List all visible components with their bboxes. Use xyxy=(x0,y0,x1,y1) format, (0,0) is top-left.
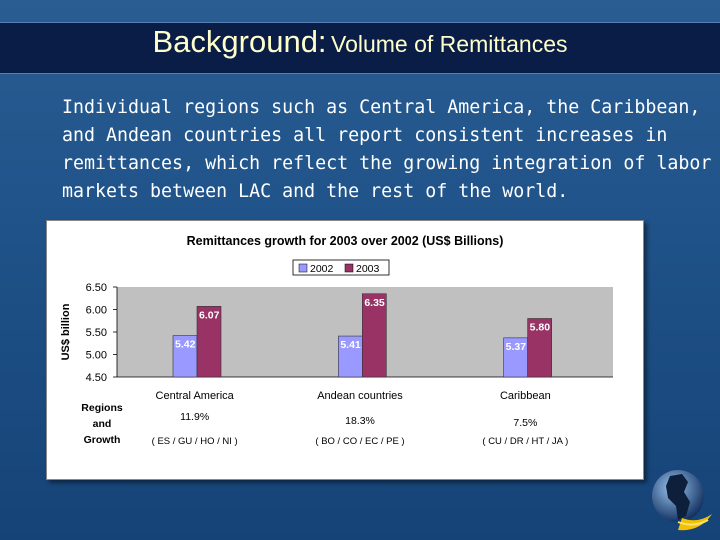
category-label: Andean countries xyxy=(317,390,403,402)
chart-title: Remittances growth for 2003 over 2002 (U… xyxy=(187,234,504,248)
countries-label: ( ES / GU / HO / NI ) xyxy=(152,436,238,447)
data-label: 6.07 xyxy=(199,309,220,321)
countries-label: ( CU / DR / HT / JA ) xyxy=(482,436,568,447)
y-tick-label: 6.00 xyxy=(86,305,107,317)
y-tick-label: 4.50 xyxy=(86,372,107,384)
remittances-chart: Remittances growth for 2003 over 2002 (U… xyxy=(60,234,613,447)
countries-label: ( BO / CO / EC / PE ) xyxy=(315,436,404,447)
data-label: 5.37 xyxy=(506,341,527,353)
bar-2003-2 xyxy=(527,318,552,378)
title-main: Background: xyxy=(152,24,327,59)
bar-2003-1 xyxy=(362,293,387,378)
table-row-header: and xyxy=(93,418,112,430)
bar-2002-1 xyxy=(338,335,363,378)
legend-swatch-2003 xyxy=(344,263,354,273)
legend-box xyxy=(292,259,390,276)
table-row-header: Regions xyxy=(81,402,123,414)
table-row-header: Growth xyxy=(84,434,121,446)
growth-label: 7.5% xyxy=(513,417,537,429)
title-bar xyxy=(0,22,720,74)
globe-logo-icon xyxy=(652,470,712,531)
category-label: Caribbean xyxy=(500,390,551,402)
category-label: Central America xyxy=(156,390,235,402)
legend-label-2002: 2002 xyxy=(310,263,334,275)
data-label: 5.41 xyxy=(340,339,361,351)
legend-swatch-2002 xyxy=(298,263,308,273)
growth-label: 18.3% xyxy=(345,415,375,427)
y-tick-label: 6.50 xyxy=(86,282,107,294)
bar-2002-2 xyxy=(503,337,528,378)
title-sub: Volume of Remittances xyxy=(331,31,568,57)
body-paragraph: Individual regions such as Central Ameri… xyxy=(62,97,712,202)
legend-label-2003: 2003 xyxy=(356,263,380,275)
growth-label: 11.9% xyxy=(180,411,209,423)
y-axis-title: US$ billion xyxy=(60,303,72,360)
bar-2003-0 xyxy=(196,306,222,378)
chart-frame: Remittances growth for 2003 over 2002 (U… xyxy=(46,220,644,480)
data-label: 6.35 xyxy=(364,297,385,309)
slide-title: Background: Volume of Remittances xyxy=(0,24,720,60)
data-label: 5.80 xyxy=(530,322,551,334)
data-label: 5.42 xyxy=(175,339,196,351)
y-tick-label: 5.00 xyxy=(86,350,107,362)
y-tick-label: 5.50 xyxy=(86,327,107,339)
